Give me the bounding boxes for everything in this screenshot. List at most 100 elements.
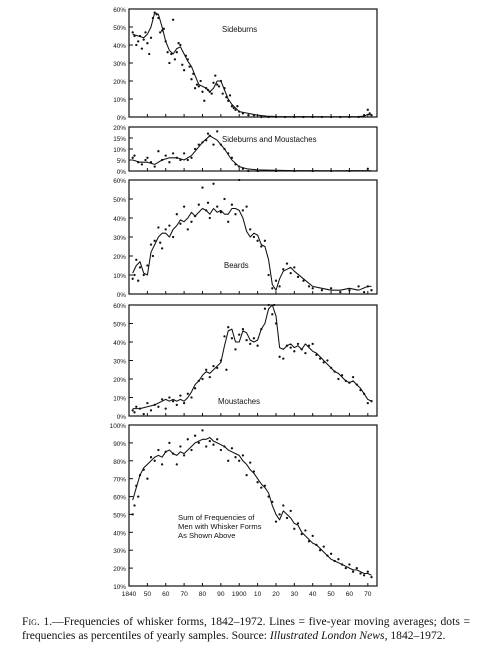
yearly-dot — [227, 152, 230, 155]
yearly-dot — [212, 182, 215, 185]
yearly-dot — [140, 47, 144, 50]
yearly-dot — [302, 115, 305, 119]
yearly-dot — [223, 147, 226, 151]
yearly-dot — [155, 13, 158, 16]
yearly-dot — [236, 105, 239, 108]
yearly-dot — [238, 333, 241, 336]
yearly-dot — [219, 211, 223, 214]
yearly-dot — [307, 285, 311, 288]
moving-average-line — [132, 207, 372, 291]
y-tick-label: 10% — [113, 273, 126, 280]
yearly-dot — [190, 220, 193, 223]
y-tick-label: 10% — [113, 584, 126, 591]
yearly-dot — [272, 303, 276, 307]
yearly-dot — [293, 527, 296, 530]
yearly-dot — [219, 143, 223, 146]
yearly-dot — [326, 359, 329, 362]
yearly-dot — [137, 161, 140, 164]
yearly-dot — [212, 364, 215, 368]
yearly-dot — [260, 327, 263, 331]
yearly-dot — [311, 115, 314, 119]
yearly-dot — [162, 27, 166, 30]
yearly-dot — [133, 504, 136, 507]
yearly-dot — [175, 213, 178, 216]
x-tick-label: 70 — [180, 591, 188, 598]
yearly-dot — [289, 271, 292, 275]
yearly-dot — [149, 456, 153, 459]
yearly-dot — [225, 368, 228, 371]
yearly-dot — [146, 477, 149, 480]
y-tick-label: 70% — [113, 477, 126, 484]
y-tick-label: 50% — [113, 322, 126, 329]
yearly-dot — [366, 167, 369, 170]
yearly-dot — [260, 486, 263, 489]
yearly-dot — [366, 401, 369, 405]
yearly-dot — [267, 273, 270, 277]
y-tick-label: 60% — [113, 178, 126, 185]
yearly-dot — [234, 163, 237, 166]
yearly-dot — [340, 563, 344, 566]
y-tick-label: 0% — [117, 115, 127, 122]
yearly-dot — [285, 344, 289, 347]
yearly-dot — [216, 205, 219, 208]
panel-4: 0% 10% 20% 30% 40% 50% 60% Moustaches — [113, 303, 378, 421]
yearly-dot — [133, 411, 136, 414]
yearly-dot — [212, 81, 215, 84]
yearly-dot — [138, 266, 142, 269]
yearly-dot — [293, 169, 296, 173]
panel-title: Beards — [224, 261, 249, 270]
yearly-dot — [307, 344, 311, 347]
yearly-dot — [157, 405, 160, 408]
yearly-dot — [227, 99, 230, 102]
yearly-dot — [175, 156, 178, 159]
yearly-dot — [230, 337, 234, 340]
y-tick-label: 40% — [113, 340, 126, 347]
yearly-dot — [153, 239, 156, 242]
panel-title-line: As Shown Above — [178, 531, 235, 540]
yearly-dot — [252, 114, 256, 117]
yearly-dot — [186, 158, 189, 162]
yearly-dot — [357, 115, 360, 119]
yearly-dot — [362, 392, 366, 395]
caption-source: Illustrated London News — [269, 629, 385, 642]
yearly-dot — [278, 285, 281, 288]
yearly-dot — [157, 16, 160, 20]
yearly-dot — [146, 156, 149, 159]
yearly-dot — [285, 262, 289, 265]
yearly-dot — [131, 277, 134, 280]
y-tick-label: 10% — [113, 147, 126, 154]
yearly-dot — [263, 307, 267, 310]
y-tick-label: 100% — [110, 423, 127, 430]
yearly-dot — [193, 434, 197, 437]
yearly-dot — [311, 342, 314, 346]
yearly-dot — [318, 357, 322, 360]
yearly-dot — [190, 396, 193, 399]
y-tick-label: 0% — [117, 169, 127, 176]
yearly-dot — [151, 254, 155, 258]
yearly-dot — [234, 456, 237, 459]
yearly-dot — [311, 534, 314, 538]
yearly-dot — [160, 158, 164, 162]
yearly-dot — [157, 448, 160, 452]
yearly-dot — [348, 169, 351, 173]
yearly-dot — [146, 264, 149, 267]
yearly-dot — [133, 154, 136, 157]
yearly-dot — [274, 322, 278, 325]
yearly-dot — [137, 40, 140, 43]
yearly-dot — [370, 575, 373, 579]
yearly-dot — [197, 143, 200, 146]
yearly-dot — [333, 559, 336, 563]
yearly-dot — [181, 63, 184, 66]
panel-title-line: Sum of Frequencies of — [178, 513, 255, 522]
yearly-dot — [245, 205, 248, 208]
x-tick-label: 90 — [217, 591, 225, 598]
y-tick-label: 80% — [113, 459, 126, 466]
yearly-dot — [208, 90, 211, 93]
yearly-dot — [351, 570, 355, 573]
yearly-dot — [322, 545, 325, 548]
y-tick-label: 30% — [113, 548, 126, 555]
yearly-dot — [160, 29, 164, 32]
yearly-dot — [355, 566, 358, 570]
yearly-dot — [318, 549, 322, 552]
yearly-dot — [148, 52, 151, 56]
